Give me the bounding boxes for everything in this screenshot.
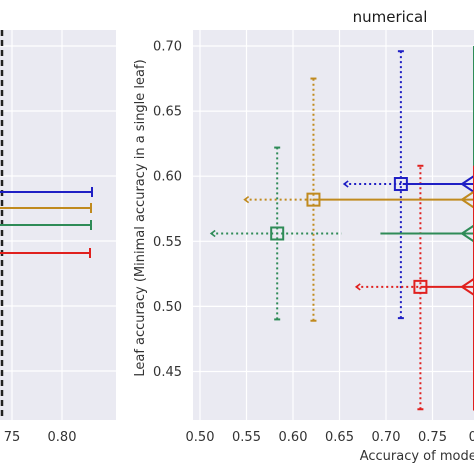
series-4 xyxy=(402,51,474,411)
series-7 xyxy=(420,165,474,411)
right-panel-y-ticks: 0.45 0.50 0.55 0.60 0.65 0.70 xyxy=(153,40,182,381)
y-tick-label: 0.55 xyxy=(153,235,182,250)
x-tick-label: 0.60 xyxy=(279,430,308,445)
x-cap xyxy=(342,180,349,188)
x-cap xyxy=(354,283,361,291)
y-tick-label: 0.45 xyxy=(153,365,182,380)
right-panel-background xyxy=(193,30,474,420)
series-5 xyxy=(313,46,474,411)
diamond-marker xyxy=(460,190,474,209)
y-tick-label: 0.50 xyxy=(153,300,182,315)
x-tick-label: 0.8 xyxy=(469,430,474,445)
diamond-marker xyxy=(460,277,474,297)
x-cap xyxy=(243,195,250,204)
y-tick-label: 0.60 xyxy=(153,170,182,185)
left-panel-x-ticks: 75 0.80 xyxy=(4,430,77,445)
y-axis-label: Leaf accuracy (Minimal accuracy in a sin… xyxy=(133,59,148,376)
right-panel-x-ticks: 0.50 0.55 0.60 0.65 0.70 0.75 0.8 xyxy=(186,430,474,445)
x-tick-label: 0.55 xyxy=(232,430,261,445)
x-cap xyxy=(209,229,216,238)
x-tick-label: 0.75 xyxy=(418,430,447,445)
y-tick-label: 0.65 xyxy=(153,105,182,120)
left-x-tick-1: 0.80 xyxy=(48,430,77,445)
right-panel-grid xyxy=(193,30,474,420)
y-tick-label: 0.70 xyxy=(153,40,182,55)
series-2 xyxy=(209,146,342,321)
square-marker xyxy=(270,226,285,241)
chart-title: numerical xyxy=(353,8,428,26)
right-panel-marks xyxy=(209,46,474,411)
series-6 xyxy=(380,46,474,411)
x-axis-label: Accuracy of model xyxy=(360,449,474,464)
x-tick-label: 0.50 xyxy=(186,430,215,445)
left-x-tick-0: 75 xyxy=(4,430,21,445)
diamond-marker xyxy=(460,224,474,243)
left-panel-marks xyxy=(0,30,93,420)
x-tick-label: 0.65 xyxy=(325,430,354,445)
x-tick-label: 0.70 xyxy=(372,430,401,445)
diamond-marker xyxy=(460,174,474,194)
